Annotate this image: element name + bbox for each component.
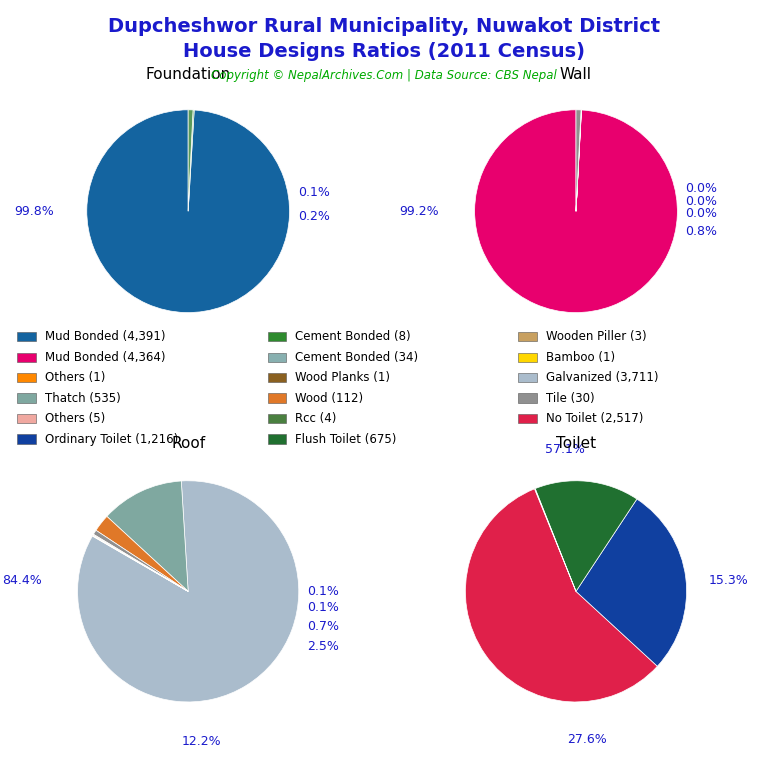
Wedge shape xyxy=(576,110,581,211)
Wedge shape xyxy=(78,481,299,702)
Bar xyxy=(518,393,538,402)
Text: 0.8%: 0.8% xyxy=(686,225,717,238)
Text: 99.8%: 99.8% xyxy=(15,205,55,217)
Title: Roof: Roof xyxy=(171,435,205,451)
Bar xyxy=(17,373,35,382)
Text: 0.7%: 0.7% xyxy=(308,621,339,634)
Text: Wooden Piller (3): Wooden Piller (3) xyxy=(546,330,647,343)
Wedge shape xyxy=(188,110,193,211)
Text: Ordinary Toilet (1,216): Ordinary Toilet (1,216) xyxy=(45,432,178,445)
Bar xyxy=(17,332,35,341)
Title: Wall: Wall xyxy=(560,67,592,82)
Text: 0.0%: 0.0% xyxy=(686,182,717,195)
Wedge shape xyxy=(576,499,687,667)
Text: 0.0%: 0.0% xyxy=(686,194,717,207)
Wedge shape xyxy=(535,481,637,591)
Text: 2.5%: 2.5% xyxy=(308,641,339,653)
Bar xyxy=(518,353,538,362)
Text: Cement Bonded (34): Cement Bonded (34) xyxy=(296,351,419,363)
Wedge shape xyxy=(94,530,188,591)
Wedge shape xyxy=(576,110,581,211)
Wedge shape xyxy=(535,488,576,591)
Text: Rcc (4): Rcc (4) xyxy=(296,412,337,425)
Text: Flush Toilet (675): Flush Toilet (675) xyxy=(296,432,397,445)
Wedge shape xyxy=(87,110,290,313)
Wedge shape xyxy=(93,535,188,591)
Text: 57.1%: 57.1% xyxy=(545,443,585,456)
Wedge shape xyxy=(576,110,581,211)
Title: Toilet: Toilet xyxy=(556,435,596,451)
Title: Foundation: Foundation xyxy=(145,67,231,82)
Text: 0.1%: 0.1% xyxy=(308,601,339,614)
Bar xyxy=(267,373,286,382)
Text: 15.3%: 15.3% xyxy=(709,574,749,587)
Text: 0.1%: 0.1% xyxy=(308,585,339,598)
Bar xyxy=(267,393,286,402)
Text: 0.0%: 0.0% xyxy=(686,207,717,220)
Text: 84.4%: 84.4% xyxy=(2,574,42,587)
Bar xyxy=(267,353,286,362)
Text: Cement Bonded (8): Cement Bonded (8) xyxy=(296,330,411,343)
Wedge shape xyxy=(188,110,194,211)
Text: 99.2%: 99.2% xyxy=(399,205,439,217)
Wedge shape xyxy=(107,481,188,591)
Wedge shape xyxy=(465,488,657,702)
Bar xyxy=(17,414,35,423)
Text: Bamboo (1): Bamboo (1) xyxy=(546,351,615,363)
Text: Wood Planks (1): Wood Planks (1) xyxy=(296,371,390,384)
Wedge shape xyxy=(475,110,677,313)
Text: 12.2%: 12.2% xyxy=(181,735,221,748)
Text: House Designs Ratios (2011 Census): House Designs Ratios (2011 Census) xyxy=(183,42,585,61)
Text: Tile (30): Tile (30) xyxy=(546,392,595,405)
Text: 0.2%: 0.2% xyxy=(298,210,329,223)
Bar xyxy=(17,435,35,444)
Text: Others (1): Others (1) xyxy=(45,371,105,384)
Bar xyxy=(267,435,286,444)
Wedge shape xyxy=(576,110,581,211)
Wedge shape xyxy=(92,535,188,591)
Wedge shape xyxy=(93,535,188,591)
Text: Mud Bonded (4,364): Mud Bonded (4,364) xyxy=(45,351,165,363)
Text: No Toilet (2,517): No Toilet (2,517) xyxy=(546,412,644,425)
Text: Dupcheshwor Rural Municipality, Nuwakot District: Dupcheshwor Rural Municipality, Nuwakot … xyxy=(108,17,660,36)
Bar xyxy=(518,414,538,423)
Text: Thatch (535): Thatch (535) xyxy=(45,392,121,405)
Wedge shape xyxy=(93,535,188,591)
Wedge shape xyxy=(96,516,188,591)
Bar xyxy=(267,332,286,341)
Text: Galvanized (3,711): Galvanized (3,711) xyxy=(546,371,659,384)
Text: Copyright © NepalArchives.Com | Data Source: CBS Nepal: Copyright © NepalArchives.Com | Data Sou… xyxy=(211,69,557,82)
Bar xyxy=(518,332,538,341)
Bar xyxy=(17,353,35,362)
Text: Wood (112): Wood (112) xyxy=(296,392,363,405)
Text: 0.1%: 0.1% xyxy=(298,187,329,200)
Bar xyxy=(17,393,35,402)
Text: Mud Bonded (4,391): Mud Bonded (4,391) xyxy=(45,330,165,343)
Bar xyxy=(518,373,538,382)
Bar xyxy=(267,414,286,423)
Text: 27.6%: 27.6% xyxy=(568,733,607,746)
Text: Others (5): Others (5) xyxy=(45,412,104,425)
